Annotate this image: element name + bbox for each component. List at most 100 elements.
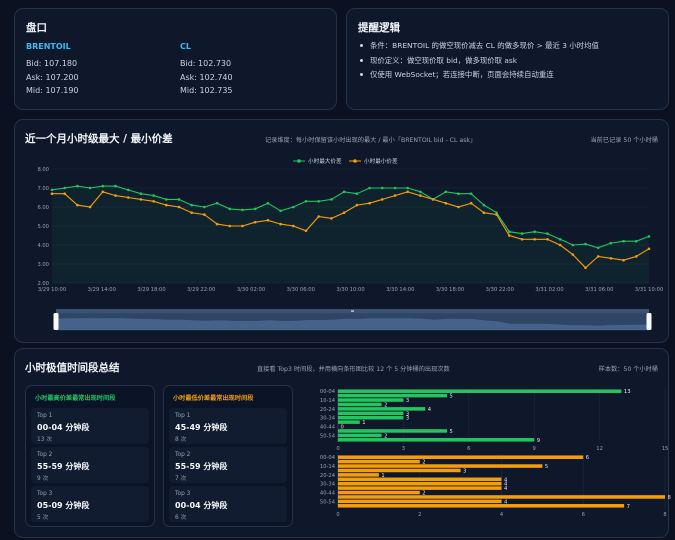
max-series-point [419,190,422,194]
max-series-point [622,239,625,243]
x-tick-label: 3/30 02:00 [237,287,265,293]
x-tick-label: 3/29 14:00 [88,287,116,293]
bar-value-label: 5 [450,429,453,435]
min-series-point [431,198,435,201]
min-series-point [266,219,270,222]
rank-count: 6 次 [175,515,187,521]
time-range-slider[interactable]: ≡ [53,309,652,331]
x-tick-label: 6 [467,446,470,452]
slider-top-bar [56,309,649,313]
rank-bucket: 55-59 分钟段 [175,462,228,471]
logic-item: 条件：BRENTOIL 的做空现价减去 CL 的做多现价 > 最近 3 小时均值 [359,41,664,50]
cl-mid: Mid: 102.735 [180,86,233,95]
logic-item: 仅使用 WebSocket；若连接中断，页面会持续自动重连 [359,70,664,79]
bar-value-label: 8 [668,495,671,501]
rank-bucket: 05-09 分钟段 [37,501,90,510]
category-label: 40-44 [320,425,336,431]
slider-preview-area [56,318,649,330]
max-bucket-bar [338,415,404,420]
min-bucket-bar [338,459,420,464]
brent-ask: Ask: 107.200 [26,72,79,82]
min-series-point [406,190,410,194]
max-series-point [292,205,295,209]
max-series-point [482,203,486,207]
min-series-point [469,201,473,205]
category-label: 40-44 [320,491,336,497]
category-label: 00-04 [320,455,336,461]
min-bucket-bar [338,490,420,495]
max-bucket-bar [338,420,360,424]
y-tick-label: 3.00 [37,262,49,268]
max-series-point [126,188,130,192]
rank-bucket: 45-49 分钟段 [175,423,228,432]
max-series-point [393,186,397,190]
cl-ask: Ask: 102.740 [180,72,233,82]
min-bucket-bar [338,455,584,459]
quote-card: 盘口 BRENTOIL Bid: 107.180 Ask: 107.200 Mi… [14,8,337,110]
trend-note: 记录维度：每小时保留该小时出现的最大 / 最小「BRENTOIL bid - C… [265,137,477,144]
max-bucket-bar [338,398,404,402]
min-series-point [114,194,117,197]
bar-value-label: 3 [406,411,409,417]
legend-label: 小时最大价差 [308,157,342,165]
max-series-point [520,232,524,235]
max-series-point [444,190,448,194]
trend-card: 近一个月小时级最大 / 最小价差 记录维度：每小时保留该小时出现的最大 / 最小… [14,119,669,343]
max-series-point [647,235,651,238]
max-series-point [203,205,206,209]
x-tick-label: 3/30 18:00 [436,287,464,293]
max-bucket-bar [338,433,382,438]
max-series-point [635,239,638,243]
slider-right-handle[interactable] [646,313,652,330]
max-series-point [533,230,536,233]
bar-value-label: 0 [341,425,344,431]
max-series-line [51,185,650,249]
rank-label: Top 1 [175,413,191,419]
brent-quote: BRENTOIL Bid: 107.180 Ask: 107.200 Mid: … [26,42,79,100]
min-series-point [101,190,105,194]
hourly-spread-chart: 8.00 7.00 6.00 5.00 4.00 3.00 2.003/29 10:00 3/… [37,157,663,331]
min-series-point [139,198,143,201]
bar-value-label: 7 [627,504,630,510]
records-count: 当前已记录 50 个小时桶 [590,137,659,144]
bar-value-label: 9 [537,438,540,444]
x-tick-label: 3/29 22:00 [187,287,215,293]
min-rank-1: Top 1 45-49 分钟段 8 次 [169,408,287,444]
max-series-point [609,241,613,245]
bar-value-label: 3 [463,468,466,474]
min-series-point [165,203,168,207]
x-tick-label: 3/30 14:00 [386,287,414,293]
min-series-point [584,266,587,270]
rank-label: Top 2 [37,452,53,458]
rank-label: Top 1 [37,413,53,419]
logic-item: 现价定义：做空现价取 bid，做多现价取 ask [359,56,664,65]
min-bucket-bar [338,464,543,468]
max-bucket-bar [338,411,404,416]
summary-note: 直接看 Top3 时间段，并用横向条形图比较 12 个 5 分钟桶的出现次数 [257,366,450,373]
x-tick-label: 3/30 22:00 [486,287,514,293]
quote-title: 盘口 [26,22,47,34]
rank-bucket: 00-04 分钟段 [37,423,90,432]
min-series-point [203,213,206,216]
max-bucket-bar [338,402,382,407]
max-panel-title: 小时最高价差最常出现时间段 [35,395,116,402]
sample-count: 样本数：50 个小时桶 [598,366,658,373]
summary-title: 小时极值时间段总结 [25,362,120,374]
max-series-point [342,190,346,194]
bar-value-label: 2 [422,491,425,497]
min-series-point [520,238,524,241]
max-series-point [571,243,575,247]
x-tick-label: 3/29 10:00 [38,287,66,293]
x-tick-label: 2 [418,512,421,518]
bar-value-label: 1 [362,420,365,426]
cl-bid: Bid: 102.730 [180,59,232,68]
summary-card: 小时极值时间段总结 直接看 Top3 时间段，并用横向条形图比较 12 个 5 … [14,348,671,538]
slider-left-handle[interactable] [53,313,59,330]
max-series-point [88,186,92,190]
min-series-point [635,255,638,258]
max-series-point [330,198,333,201]
bar-value-label: 2 [422,460,425,466]
x-tick-label: 15 [662,446,669,452]
bar-value-label: 4 [504,482,508,488]
max-series-point [406,186,410,190]
